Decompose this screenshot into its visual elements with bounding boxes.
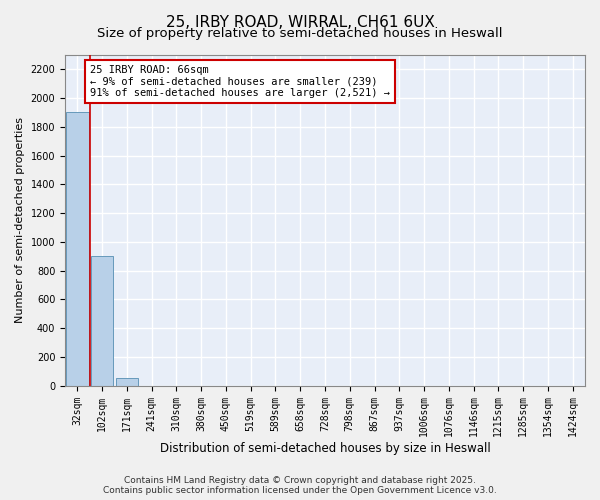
Text: 25 IRBY ROAD: 66sqm
← 9% of semi-detached houses are smaller (239)
91% of semi-d: 25 IRBY ROAD: 66sqm ← 9% of semi-detache… [90,65,390,98]
Bar [91,256,113,386]
Text: 25, IRBY ROAD, WIRRAL, CH61 6UX: 25, IRBY ROAD, WIRRAL, CH61 6UX [166,15,434,30]
Text: Size of property relative to semi-detached houses in Heswall: Size of property relative to semi-detach… [97,28,503,40]
Bar [66,112,89,386]
Text: Contains HM Land Registry data © Crown copyright and database right 2025.
Contai: Contains HM Land Registry data © Crown c… [103,476,497,495]
Bar [116,378,138,386]
X-axis label: Distribution of semi-detached houses by size in Heswall: Distribution of semi-detached houses by … [160,442,490,455]
Y-axis label: Number of semi-detached properties: Number of semi-detached properties [15,118,25,324]
